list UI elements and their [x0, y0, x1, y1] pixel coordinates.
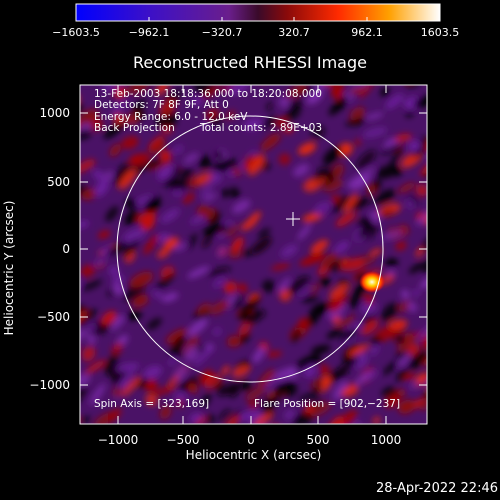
y-tick-label: 500: [47, 175, 70, 189]
y-tick-label: 1000: [39, 106, 70, 120]
x-axis-label: Heliocentric X (arcsec): [185, 448, 322, 462]
total-counts: Total counts: 2.89E+03: [200, 122, 323, 134]
spin-axis-label: Spin Axis = [323,169]: [94, 398, 210, 410]
colorbar-tick-label: 1603.5: [420, 26, 460, 39]
y-tick-label: −500: [37, 310, 70, 324]
x-tick-label: 0: [247, 433, 255, 447]
axis-ticks: [80, 85, 427, 424]
y-tick-label: −1000: [29, 378, 70, 392]
colorbar-tick-label: 962.1: [351, 26, 383, 39]
render-timestamp: 28-Apr-2022 22:46: [376, 481, 498, 496]
colorbar-ticks: [75, 17, 441, 21]
flare-position-label: Flare Position = [902,−237]: [254, 398, 401, 410]
method-label: Back Projection: [94, 122, 175, 134]
flare-hotspot: [359, 271, 385, 293]
x-tick-label: 1000: [370, 433, 402, 447]
plot-title: Reconstructed RHESSI Image: [133, 53, 367, 72]
colorbar: [75, 3, 441, 22]
y-axis-label: Heliocentric Y (arcsec): [2, 200, 16, 336]
solar-limb: [116, 115, 384, 383]
x-tick-label: −1000: [97, 433, 139, 447]
detectors-info: Detectors: 7F 8F 9F, Att 0: [94, 99, 229, 111]
colorbar-tick-label: 320.7: [278, 26, 310, 39]
emission-map: [80, 85, 427, 424]
colorbar-tick-label: −320.7: [201, 26, 243, 39]
plot-frame: [79, 84, 428, 425]
x-tick-label: 500: [306, 433, 330, 447]
energy-range: Energy Range: 6.0 - 12.0 keV: [94, 111, 248, 123]
colorbar-tick-label: −962.1: [128, 26, 170, 39]
y-tick-label: 0: [62, 242, 70, 256]
time-range: 13-Feb-2003 18:18:36.000 to 18:20:08.000: [94, 88, 322, 100]
spin-axis-marker: [286, 212, 300, 226]
x-tick-label: −500: [166, 433, 200, 447]
colorbar-tick-label: −1603.5: [52, 26, 100, 39]
